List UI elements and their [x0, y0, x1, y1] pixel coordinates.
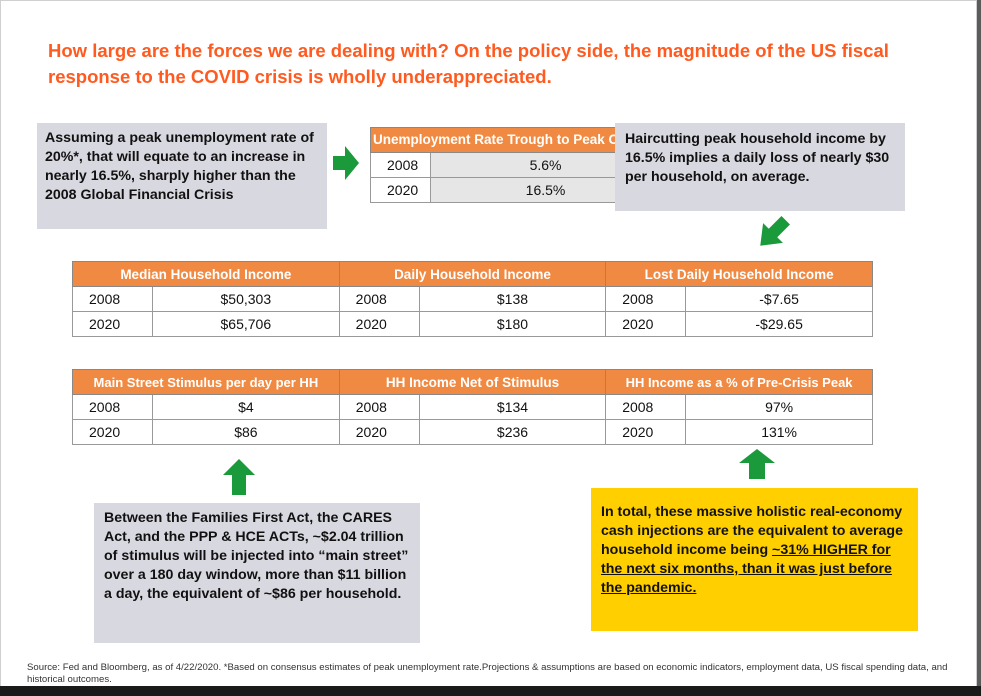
table-row: 2008 $4 2008 $134 2008 97%: [72, 394, 873, 420]
value-cell: $180: [418, 311, 607, 337]
stimulus-per-day-header: Main Street Stimulus per day per HH: [72, 369, 340, 395]
value-cell: $134: [418, 394, 607, 420]
arrow-down-icon: [760, 216, 790, 246]
table-row: 2020 $65,706 2020 $180 2020 -$29.65: [72, 311, 873, 337]
total-emphasis-text: ~31% HIGHER for the next six months, tha…: [601, 542, 892, 596]
year-cell: 2020: [605, 419, 687, 445]
haircut-text: Haircutting peak household income by 16.…: [625, 131, 890, 185]
year-cell: 2008: [370, 152, 431, 178]
value-cell: $4: [152, 394, 340, 420]
value-cell: $138: [418, 286, 607, 312]
arrow-right-icon: [333, 146, 359, 180]
year-cell: 2008: [605, 286, 687, 312]
haircut-box: Haircutting peak household income by 16.…: [615, 123, 905, 211]
value-cell: -$29.65: [685, 311, 873, 337]
value-cell: $86: [152, 419, 340, 445]
total-box: In total, these massive holistic real-ec…: [591, 488, 918, 631]
year-cell: 2020: [370, 177, 431, 203]
pct-of-peak-header: HH Income as a % of Pre-Crisis Peak: [605, 369, 873, 395]
year-cell: 2020: [338, 419, 420, 445]
source-note: Source: Fed and Bloomberg, as of 4/22/20…: [27, 662, 948, 685]
year-cell: 2008: [338, 286, 420, 312]
stimulus-text: Between the Families First Act, the CARE…: [104, 510, 409, 602]
year-cell: 2008: [72, 286, 153, 312]
year-cell: 2020: [338, 311, 420, 337]
arrow-up-icon: [739, 449, 775, 479]
assumption-box: Assuming a peak unemployment rate of 20%…: [37, 123, 327, 229]
value-cell: 97%: [685, 394, 873, 420]
daily-income-header: Daily Household Income: [338, 261, 607, 287]
assumption-text: Assuming a peak unemployment rate of 20%…: [45, 130, 314, 203]
net-income-header: HH Income Net of Stimulus: [338, 369, 607, 395]
year-cell: 2008: [338, 394, 420, 420]
year-cell: 2020: [72, 419, 153, 445]
value-cell: $236: [418, 419, 607, 445]
stimulus-box: Between the Families First Act, the CARE…: [94, 503, 420, 643]
slide-title: How large are the forces we are dealing …: [48, 40, 889, 87]
stimulus-table: Main Street Stimulus per day per HH HH I…: [72, 369, 873, 445]
table-row: 2008 $50,303 2008 $138 2008 -$7.65: [72, 286, 873, 312]
median-income-header: Median Household Income: [72, 261, 340, 287]
unemployment-table-header: Unemployment Rate Trough to Peak Change: [369, 127, 662, 153]
value-cell: $65,706: [152, 311, 340, 337]
window-edge: [977, 0, 981, 696]
year-cell: 2020: [605, 311, 687, 337]
value-cell: 131%: [685, 419, 873, 445]
bottom-bar: [0, 686, 981, 696]
year-cell: 2008: [605, 394, 687, 420]
value-cell: $50,303: [152, 286, 340, 312]
value-cell: -$7.65: [685, 286, 873, 312]
table-row: 2020 $86 2020 $236 2020 131%: [72, 419, 873, 445]
income-table: Median Household Income Daily Household …: [72, 261, 873, 337]
arrow-up-icon: [223, 459, 255, 495]
year-cell: 2008: [72, 394, 153, 420]
lost-income-header: Lost Daily Household Income: [605, 261, 873, 287]
total-text: In total, these massive holistic real-ec…: [601, 504, 903, 558]
year-cell: 2020: [72, 311, 153, 337]
